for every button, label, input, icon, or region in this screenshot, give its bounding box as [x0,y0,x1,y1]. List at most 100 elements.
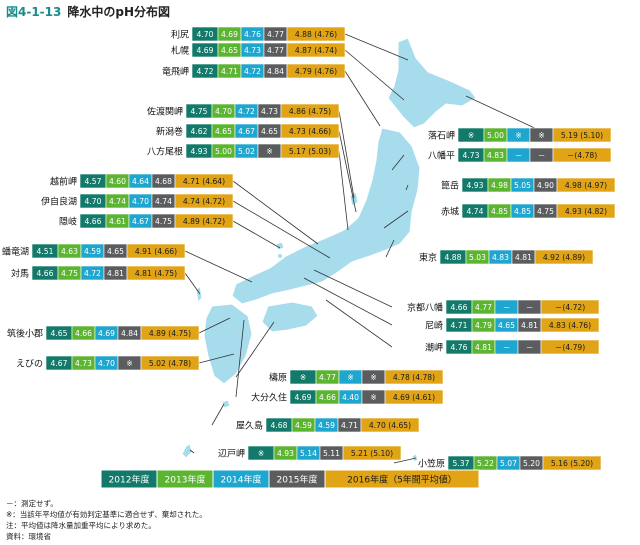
station-name: 新潟巻 [156,126,183,138]
value-label: 4.65 [215,127,232,136]
station-25: 辺戸岬 ※ 4.93 5.14 5.11 5.21 (5.10) [218,445,402,461]
station-name: 東京 [419,252,437,264]
value-label: 4.89 (4.75) [149,329,191,338]
legend-label: 2014年度 [221,474,262,486]
value-cell [174,173,234,189]
value-cell [342,445,402,461]
value-label: 4.75 [537,207,554,216]
map-okinawa [181,443,193,459]
value-label: 4.72 [244,67,261,76]
value-label: 4.83 (4.76) [549,321,591,330]
value-label: 4.66 [319,393,336,402]
leader-line [189,449,195,454]
japan-map [181,37,477,463]
leader-line [325,299,393,348]
value-label: 4.69 [295,393,312,402]
value-label: 4.77 [475,303,492,312]
value-label: 4.69 (4.61) [393,393,435,402]
leader-line [344,33,409,61]
value-cell [280,123,340,139]
value-label: 4.73 [261,107,278,116]
leader-line [198,353,235,364]
station-tables: 利尻 4.70 4.69 4.76 4.77 4.88 (4.76) 札幌 4.69 4.65 4… [2,26,616,471]
value-label: 5.02 [238,147,255,156]
station-12: 筑後小郡 4.65 4.66 4.69 4.84 4.89 (4.75) [7,325,200,341]
value-label: 4.84 [121,329,138,338]
year-legend: 2012年度 2013年度 2014年度 2015年度 2016年度（5年間平均値） [100,469,480,489]
station-10: 蟠竜湖 4.51 4.63 4.59 4.65 4.91 (4.66) [2,243,186,259]
value-label: 4.65 [261,127,278,136]
value-label: 5.11 [323,449,340,458]
value-label: 5.07 [500,459,517,468]
value-label: 5.00 [487,131,504,140]
map-oki [275,241,285,251]
station-name: 辺戸岬 [218,449,245,460]
value-label: 4.69 [221,30,238,39]
value-label: 4.81 [475,343,492,352]
value-cell [286,63,346,79]
value-cell [552,127,612,143]
station-8: 伊自良湖 4.70 4.74 4.70 4.74 4.74 (4.72) [41,193,234,209]
station-name: 越前岬 [50,176,77,188]
value-cell [126,265,186,281]
value-label: 4.68 [155,177,172,186]
value-label: － [503,343,511,352]
value-label: ※ [258,449,264,458]
note-weighted-average: 注：平均値は降水量加重平均により求めた。 [6,521,156,530]
station-name: 屋久島 [236,420,263,432]
value-label: 4.70 [132,197,149,206]
value-label: －(4.78) [567,151,597,160]
value-label: ※ [347,373,353,382]
value-label: 4.75 [191,107,208,116]
station-name: 潮岬 [425,342,443,354]
value-cell [556,203,616,219]
station-3: 竜飛岬 4.72 4.71 4.72 4.84 4.79 (4.76) [162,63,346,79]
value-label: 4.59 [318,421,335,430]
value-label: 4.70 [197,30,214,39]
value-cell [174,193,234,209]
value-label: 4.79 (4.76) [295,67,337,76]
station-22: 檮原 ※ 4.77 ※ ※ 4.78 (4.78) [269,369,444,385]
value-label: 4.92 (4.89) [543,253,585,262]
value-label: 4.62 [191,127,208,136]
value-cell [384,389,444,405]
value-label: 4.85 [491,207,508,216]
station-name: 赤城 [441,207,459,218]
value-cell [534,249,594,265]
value-label: 4.85 [514,207,531,216]
value-label: 4.72 [84,269,101,278]
value-label: 4.90 [537,181,554,190]
value-label: 5.03 [469,253,486,262]
station-4: 佐渡関岬 4.75 4.70 4.72 4.73 4.86 (4.75) [147,103,340,119]
value-label: 4.71 (4.64) [183,177,225,186]
value-label: 5.21 (5.10) [351,449,393,458]
station-name: 札幌 [171,45,189,57]
station-18: 東京 4.88 5.03 4.83 4.81 4.92 (4.89) [419,249,594,265]
legend-label: 2013年度 [165,474,206,486]
station-13: えびの 4.67 4.73 4.70 ※ 5.02 (4.78) [16,355,200,371]
map-sado [349,191,359,207]
value-label: 4.65 [221,46,238,55]
station-name: 尼崎 [425,320,443,332]
note-not-measured: －：測定せず。 [6,499,58,508]
figure-title: 図4-1-13 降水中のpH分布図 [6,3,170,20]
figure-title-text: 降水中のpH分布図 [67,5,171,19]
station-name: えびの [16,359,43,370]
station-23: 大分久住 4.69 4.66 4.40 ※ 4.69 (4.61) [251,389,444,405]
station-20: 尼崎 4.71 4.79 4.65 4.81 4.83 (4.76) [425,317,600,333]
value-cell [556,177,616,193]
station-name: 佐渡関岬 [147,106,183,118]
value-label: ※ [370,393,376,402]
value-label: ※ [468,131,474,140]
station-5: 新潟巻 4.62 4.65 4.67 4.65 4.73 (4.66) [156,123,340,139]
value-label: 4.87 (4.74) [295,46,337,55]
value-label: 4.72 [238,107,255,116]
value-label: 4.64 [132,177,149,186]
value-label: －(4.79) [555,343,585,352]
station-name: 箟岳 [441,180,459,192]
value-label: 4.74 [155,197,172,206]
station-name: 筑後小郡 [7,328,43,340]
legend-label: 2012年度 [109,474,150,486]
leader-line [184,250,253,283]
leader-line [338,130,357,213]
